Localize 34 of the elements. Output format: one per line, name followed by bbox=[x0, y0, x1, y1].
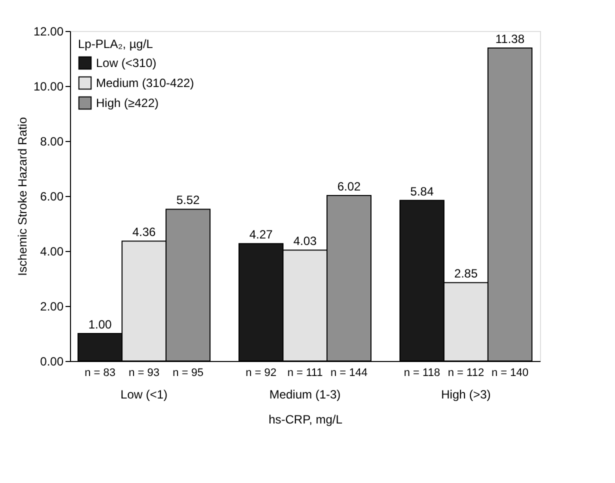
data-label: 1.00 bbox=[88, 318, 112, 332]
legend-label: High (≥422) bbox=[96, 96, 159, 110]
x-axis-title: hs-CRP, mg/L bbox=[268, 412, 343, 426]
data-label: 11.38 bbox=[495, 32, 525, 46]
text: n = 111 bbox=[287, 367, 323, 379]
data-label: 2.85 bbox=[454, 266, 478, 281]
y-tick-label: 4.00 bbox=[40, 244, 64, 258]
legend-label: Medium (310-422) bbox=[96, 76, 194, 90]
data-label: 4.36 bbox=[132, 225, 156, 240]
y-tick-label: 12.00 bbox=[33, 24, 64, 38]
text: n = 140 bbox=[491, 367, 528, 379]
data-label: 4.03 bbox=[293, 234, 317, 248]
data-label: 4.27 bbox=[249, 228, 274, 242]
x-tick-label: Medium (1-3) bbox=[269, 388, 341, 402]
y-tick-label: 0.00 bbox=[40, 354, 64, 368]
text: n = 83 bbox=[84, 367, 116, 379]
y-tick-label: 6.00 bbox=[40, 190, 64, 204]
text: n = 144 bbox=[330, 367, 368, 379]
legend-title: Lp-PLA₂, µg/L bbox=[78, 37, 154, 51]
y-tick-label: 8.00 bbox=[40, 134, 64, 148]
x-tick-label: Low (<1) bbox=[120, 388, 168, 402]
legend-label: Low (<310) bbox=[96, 56, 156, 70]
data-label: 5.52 bbox=[176, 193, 200, 208]
y-axis-title: Ischemic Stroke Hazard Ratio bbox=[15, 116, 30, 276]
data-label: 5.84 bbox=[410, 184, 434, 198]
text: n = 92 bbox=[246, 367, 276, 379]
x-tick-label: High (>3) bbox=[441, 388, 491, 402]
y-tick-label: 10.00 bbox=[33, 80, 64, 94]
text: n = 118 bbox=[404, 367, 440, 379]
data-label: 6.02 bbox=[337, 179, 361, 194]
text: n = 112 bbox=[448, 367, 484, 379]
y-tick-label: 2.00 bbox=[40, 300, 64, 314]
text: n = 95 bbox=[172, 367, 204, 379]
text: n = 93 bbox=[128, 367, 160, 379]
